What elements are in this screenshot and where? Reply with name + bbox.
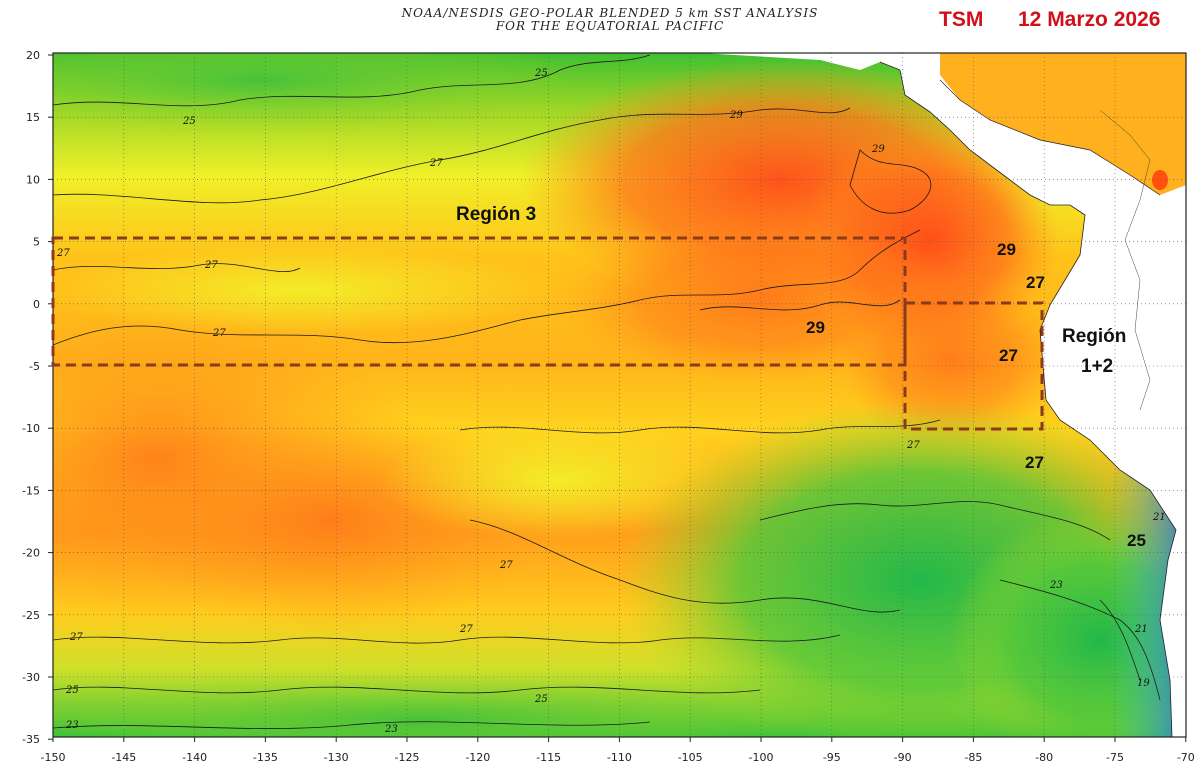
lon-tick-label: -145 <box>111 751 136 764</box>
lon-tick-label: -70 <box>1177 751 1195 764</box>
lat-tick-label: 5 <box>33 236 40 249</box>
date-tag: 12 Marzo 2026 <box>1018 8 1161 31</box>
lat-tick-label: -25 <box>22 609 40 622</box>
lat-tick-label: -30 <box>22 671 40 684</box>
contour-label: 25 <box>182 116 196 127</box>
lat-tick-label: -15 <box>22 484 40 497</box>
sst-field <box>53 53 1186 737</box>
contour-lines <box>53 54 1161 729</box>
lon-tick-label: -95 <box>823 751 841 764</box>
map-title-line-1: NOAA/NESDIS GEO-POLAR BLENDED 5 km SST A… <box>401 6 819 20</box>
lat-tick-label: 20 <box>26 49 40 62</box>
longitude-axis: -150 -145 -140 -135 -130 -125 -120 -115 -110 -105… <box>41 737 1195 764</box>
contour-label: 29 <box>729 110 743 121</box>
contour-label: 21 <box>1134 624 1148 635</box>
lon-tick-label: -90 <box>894 751 912 764</box>
lon-tick-label: -150 <box>41 751 66 764</box>
lon-tick-label: -105 <box>678 751 703 764</box>
contour-label: 27 <box>429 158 443 169</box>
lat-tick-label: -20 <box>22 547 40 560</box>
isotherm-label: 27 <box>1025 453 1044 472</box>
lon-tick-label: -115 <box>536 751 561 764</box>
lon-tick-label: -125 <box>395 751 420 764</box>
lat-tick-label: 15 <box>26 111 40 124</box>
contour-label: 25 <box>534 68 548 79</box>
contour-label: 27 <box>906 440 920 451</box>
isotherm-label: 29 <box>806 318 825 337</box>
region-1-2-box <box>903 301 1044 431</box>
contour-label: 21 <box>1152 512 1166 523</box>
lon-tick-label: -85 <box>964 751 982 764</box>
region-1-2-label-line-1: Región <box>1062 326 1126 347</box>
contour-label: 27 <box>212 328 226 339</box>
lon-tick-label: -140 <box>182 751 207 764</box>
contour-label: 27 <box>204 260 218 271</box>
lat-tick-label: -10 <box>22 422 40 435</box>
header: NOAA/NESDIS GEO-POLAR BLENDED 5 km SST A… <box>0 0 1199 50</box>
latitude-axis: 20 15 10 5 0 -5 -10 -15 -20 -25 -30 -35 <box>22 49 53 746</box>
lon-tick-label: -100 <box>749 751 774 764</box>
region-1-2-label-line-2: 1+2 <box>1081 356 1113 377</box>
contour-label: 27 <box>69 632 83 643</box>
isotherm-label: 27 <box>1026 273 1045 292</box>
land <box>700 53 1186 737</box>
region-3-label: Región 3 <box>456 204 536 225</box>
contour-label: 25 <box>534 694 548 705</box>
contour-label: 19 <box>1137 678 1150 689</box>
contour-label: 23 <box>384 724 398 735</box>
contour-label: 25 <box>65 685 79 696</box>
isotherm-label: 27 <box>999 346 1018 365</box>
map-title-line-2: FOR THE EQUATORIAL PACIFIC <box>495 19 725 33</box>
lat-tick-label: 10 <box>26 173 40 186</box>
contour-label: 23 <box>1049 580 1063 591</box>
contour-label: 27 <box>499 560 513 571</box>
lon-tick-label: -120 <box>465 751 490 764</box>
lon-tick-label: -110 <box>607 751 632 764</box>
lat-tick-label: -35 <box>22 733 40 746</box>
lon-tick-label: -130 <box>324 751 349 764</box>
lat-tick-label: -5 <box>29 360 40 373</box>
isotherm-label: 29 <box>997 240 1016 259</box>
isotherm-label: 25 <box>1127 531 1146 550</box>
lon-tick-label: -75 <box>1106 751 1124 764</box>
lon-tick-label: -135 <box>253 751 278 764</box>
variable-tag: TSM <box>939 8 984 31</box>
contour-label: 29 <box>871 144 885 155</box>
contour-label: 27 <box>56 248 70 259</box>
contour-label: 23 <box>65 720 79 731</box>
contour-label: 27 <box>459 624 473 635</box>
lat-tick-label: 0 <box>33 298 40 311</box>
lon-tick-label: -80 <box>1035 751 1053 764</box>
